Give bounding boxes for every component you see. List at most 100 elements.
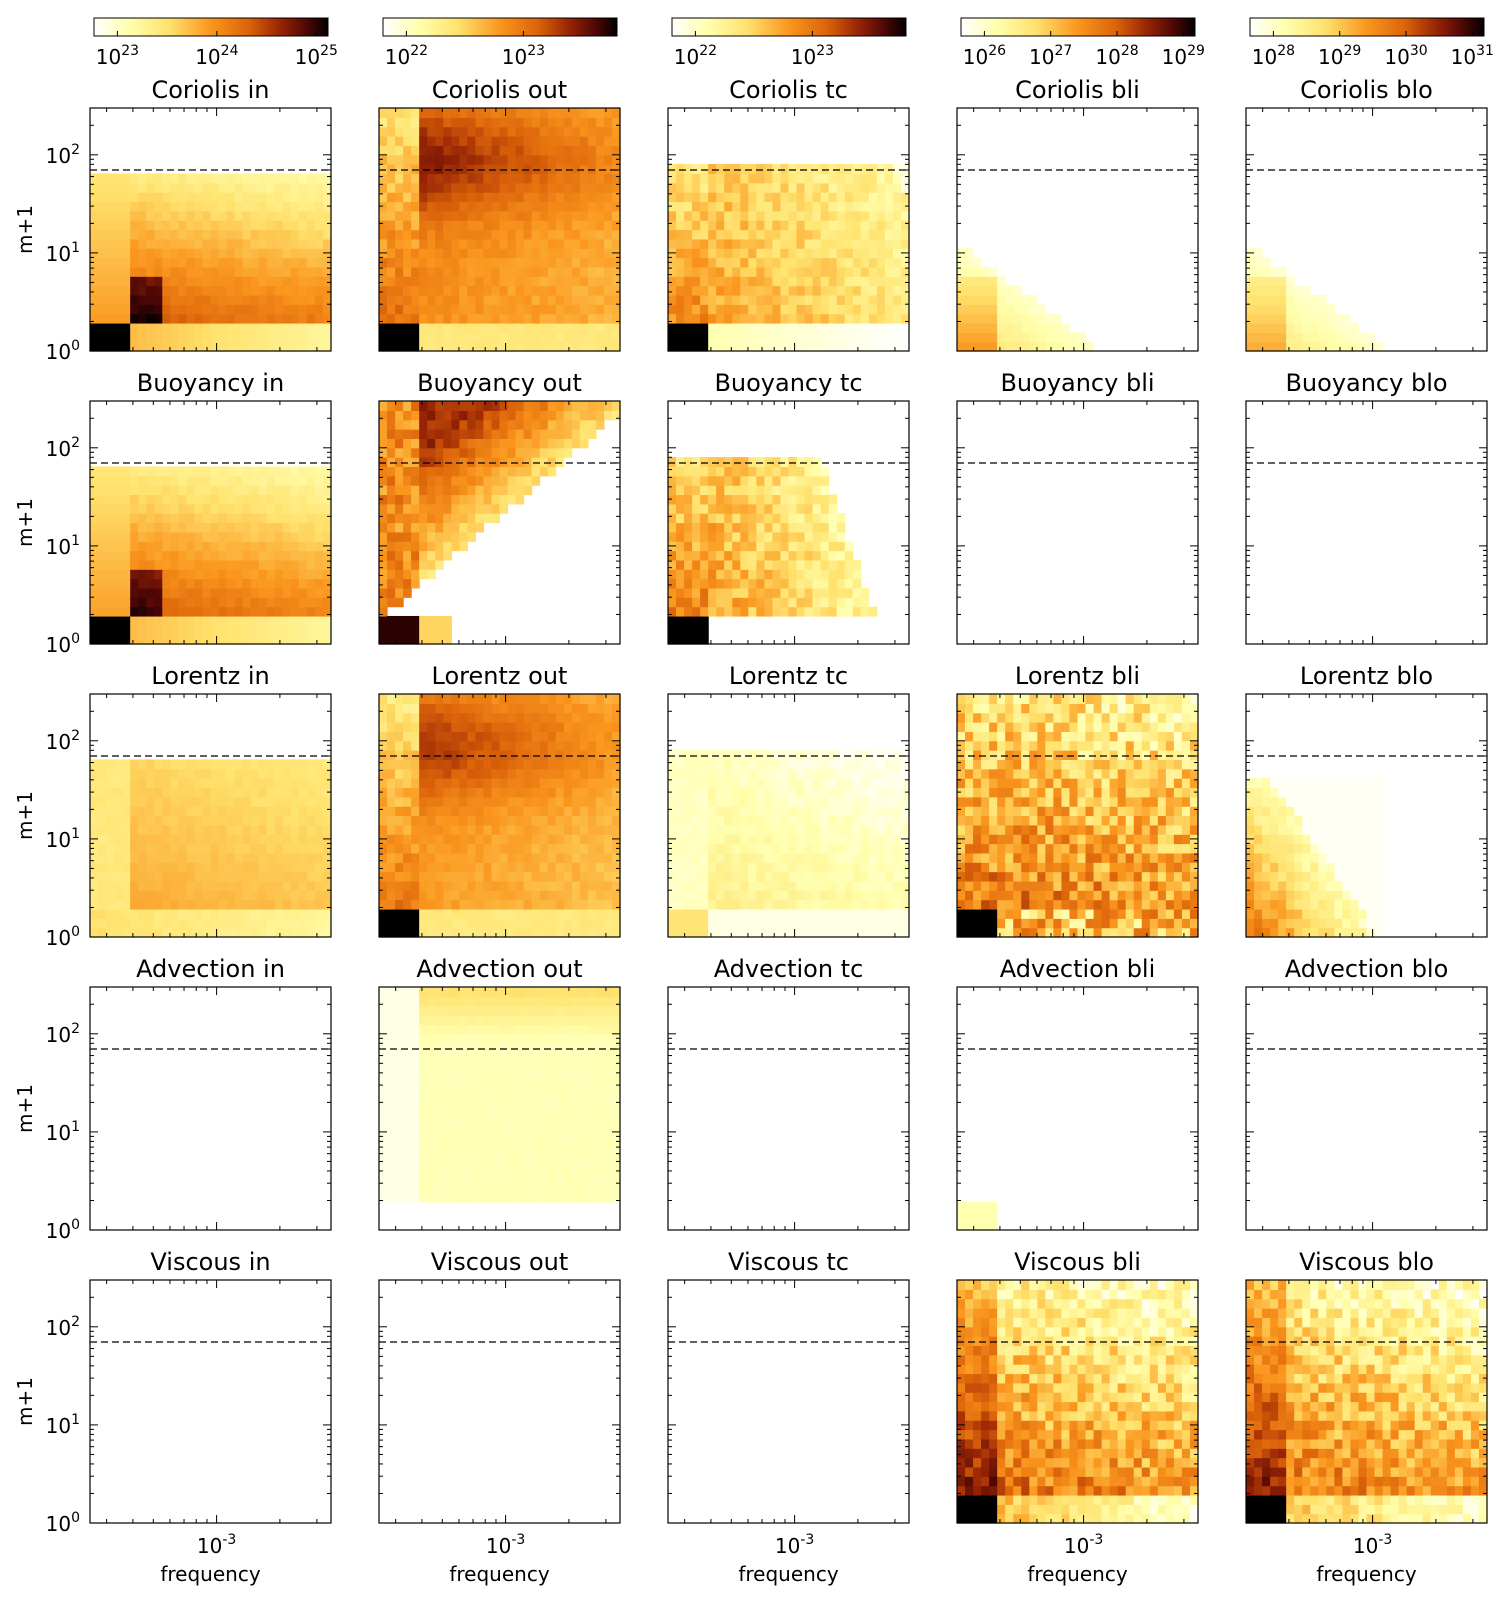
heatmap-cell bbox=[387, 806, 396, 817]
heatmap-cell bbox=[403, 304, 412, 315]
heatmap-cell bbox=[114, 550, 123, 561]
heatmap-cell bbox=[250, 606, 260, 617]
heatmap-cell bbox=[314, 843, 324, 854]
heatmap-cell bbox=[146, 266, 155, 277]
heatmap-cell bbox=[387, 475, 396, 486]
heatmap-cell bbox=[290, 466, 300, 477]
heatmap-cell bbox=[764, 531, 774, 542]
heatmap-cell bbox=[194, 248, 204, 259]
heatmap-cell bbox=[828, 332, 838, 343]
heatmap-cell bbox=[595, 313, 605, 324]
heatmap-cell bbox=[989, 332, 998, 343]
heatmap-cell bbox=[603, 229, 613, 240]
heatmap-cell bbox=[708, 332, 717, 343]
heatmap-cell bbox=[395, 173, 404, 184]
heatmap-cell bbox=[740, 257, 749, 268]
heatmap-cell bbox=[579, 238, 589, 249]
heatmap-cell bbox=[395, 410, 404, 421]
heatmap-cell bbox=[138, 578, 147, 589]
heatmap-cell bbox=[194, 587, 204, 598]
heatmap-cell bbox=[563, 192, 573, 203]
heatmap-cell bbox=[379, 569, 388, 580]
heatmap-cell bbox=[411, 341, 420, 352]
heatmap-cell bbox=[844, 201, 854, 212]
heatmap-cell bbox=[451, 164, 460, 175]
colorbar-tick-label: 1023 bbox=[502, 43, 545, 69]
heatmap-cell bbox=[250, 578, 260, 589]
heatmap-cell bbox=[780, 341, 790, 352]
heatmap-cell bbox=[411, 796, 420, 807]
heatmap-cell bbox=[491, 117, 501, 128]
heatmap-cell bbox=[322, 182, 332, 193]
heatmap-cell bbox=[748, 304, 757, 315]
heatmap-cell bbox=[427, 313, 436, 324]
heatmap-cell bbox=[1286, 322, 1295, 333]
heatmap-cell bbox=[258, 173, 268, 184]
heatmap-cell bbox=[555, 410, 565, 421]
heatmap-cell bbox=[194, 182, 204, 193]
heatmap-cell bbox=[250, 322, 260, 333]
heatmap-cell bbox=[676, 182, 685, 193]
heatmap-cell bbox=[868, 192, 878, 203]
heatmap-cell bbox=[467, 173, 476, 184]
colorbar-gradient bbox=[960, 17, 1196, 37]
heatmap-cell bbox=[756, 466, 765, 477]
heatmap-cell bbox=[547, 117, 557, 128]
heatmap-cell bbox=[595, 164, 605, 175]
heatmap-cell bbox=[218, 332, 228, 343]
heatmap-cell bbox=[387, 201, 396, 212]
heatmap-cell bbox=[483, 126, 493, 137]
heatmap-cell bbox=[90, 201, 99, 212]
panel-title: Coriolis tc bbox=[729, 76, 848, 104]
heatmap-cell bbox=[411, 257, 420, 268]
heatmap-cell bbox=[804, 257, 814, 268]
heatmap-cell bbox=[467, 322, 476, 333]
heatmap-cell bbox=[900, 238, 910, 249]
heatmap-cell bbox=[98, 276, 107, 287]
heatmap-cell bbox=[411, 322, 420, 333]
heatmap-cell bbox=[539, 145, 549, 156]
heatmap-cell bbox=[820, 531, 830, 542]
heatmap-cell bbox=[282, 201, 292, 212]
heatmap-cell bbox=[700, 332, 709, 343]
heatmap-cell bbox=[684, 457, 693, 468]
heatmap-cell bbox=[194, 192, 204, 203]
heatmap-cell bbox=[700, 531, 709, 542]
heatmap-cell bbox=[266, 806, 276, 817]
heatmap-cell bbox=[668, 229, 677, 240]
heatmap-cell bbox=[989, 294, 998, 305]
heatmap-cell bbox=[298, 513, 308, 524]
heatmap-cell bbox=[684, 522, 693, 533]
heatmap-cell bbox=[146, 768, 155, 779]
heatmap-cell bbox=[218, 550, 228, 561]
heatmap-cell bbox=[403, 787, 412, 798]
heatmap-cell bbox=[130, 569, 139, 580]
heatmap-cell bbox=[467, 494, 476, 505]
heatmap-cell bbox=[475, 173, 485, 184]
heatmap-cell bbox=[202, 192, 212, 203]
heatmap-cell bbox=[162, 257, 171, 268]
heatmap-cell bbox=[684, 182, 693, 193]
heatmap-cell bbox=[282, 332, 292, 343]
heatmap-cell bbox=[676, 238, 685, 249]
heatmap-cell bbox=[314, 550, 324, 561]
heatmap-cell bbox=[98, 908, 107, 919]
heatmap-cell bbox=[186, 606, 196, 617]
heatmap-cell bbox=[242, 587, 252, 598]
heatmap-cell bbox=[202, 466, 212, 477]
heatmap-cell bbox=[756, 457, 765, 468]
heatmap-cell bbox=[1254, 266, 1263, 277]
heatmap-cell bbox=[114, 634, 123, 645]
heatmap-cell bbox=[250, 587, 260, 598]
heatmap-cell bbox=[708, 494, 717, 505]
heatmap-cell bbox=[796, 220, 806, 231]
heatmap-cell bbox=[443, 401, 452, 411]
heatmap-cell bbox=[748, 475, 757, 486]
heatmap-cell bbox=[523, 410, 533, 421]
heatmap-cell bbox=[387, 559, 396, 570]
heatmap-cell bbox=[483, 322, 493, 333]
heatmap-cell bbox=[788, 531, 798, 542]
heatmap-cell bbox=[676, 201, 685, 212]
heatmap-cell bbox=[1294, 285, 1303, 296]
heatmap-cell bbox=[218, 634, 228, 645]
